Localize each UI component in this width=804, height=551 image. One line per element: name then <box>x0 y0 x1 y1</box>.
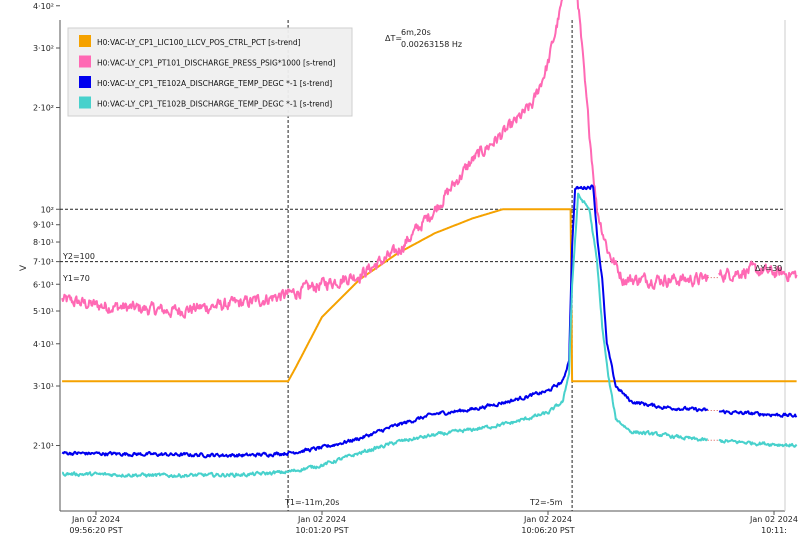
y-tick-label: 2·10² <box>33 104 54 113</box>
y-tick-label: 5·10¹ <box>33 307 54 316</box>
legend[interactable]: H0:VAC-LY_CP1_LIC100_LLCV_POS_CTRL_PCT [… <box>67 27 353 117</box>
y-tick-label: 3·10² <box>33 44 54 53</box>
y-tick-label: 4·10¹ <box>33 340 54 349</box>
series-line-1 <box>61 208 797 383</box>
y1-cursor-label: Y1=70 <box>62 274 90 283</box>
y-tick-label: 6·10¹ <box>33 280 54 289</box>
y-tick-label: 2·10¹ <box>33 442 54 451</box>
y-axis-label: V <box>19 264 29 271</box>
series-line-3 <box>61 184 798 459</box>
x-tick-time: 09:56:20 PST <box>69 526 122 535</box>
t1-cursor-label: T1=-11m,20s <box>284 498 339 507</box>
y-tick-label: 4·10² <box>33 2 54 11</box>
y-tick-label: 7·10¹ <box>33 258 54 267</box>
y2-cursor-label: Y2=100 <box>62 252 95 261</box>
t2-cursor-label: T2=-5m <box>529 498 563 507</box>
legend-box <box>67 27 353 117</box>
legend-label-2[interactable]: H0:VAC-LY_CP1_PT101_DISCHARGE_PRESS_PSIG… <box>97 59 336 68</box>
x-tick-time: 10:11: <box>761 526 787 535</box>
delta-t-value: 6m,20s <box>401 28 431 37</box>
y-tick-label: 3·10¹ <box>33 382 54 391</box>
legend-swatch-2[interactable] <box>79 55 91 68</box>
legend-swatch-1[interactable] <box>79 35 91 47</box>
legend-swatch-3[interactable] <box>79 76 91 88</box>
series-line-2 <box>61 0 798 319</box>
y-tick-label: 10² <box>41 205 54 214</box>
delta-t-prefix: ΔT= <box>385 34 402 43</box>
legend-label-1[interactable]: H0:VAC-LY_CP1_LIC100_LLCV_POS_CTRL_PCT [… <box>97 38 301 47</box>
legend-label-3[interactable]: H0:VAC-LY_CP1_TE102A_DISCHARGE_TEMP_DEGC… <box>97 79 332 88</box>
legend-swatch-4[interactable] <box>79 96 91 109</box>
delta-y-label: ΔY=30 <box>755 264 782 273</box>
x-tick-date: Jan 02 2024 <box>297 515 346 524</box>
x-tick-time: 10:01:20 PST <box>295 526 348 535</box>
series-line-4 <box>61 192 798 479</box>
x-tick-date: Jan 02 2024 <box>71 515 120 524</box>
x-tick-date: Jan 02 2024 <box>749 515 798 524</box>
series-lines <box>61 0 798 479</box>
x-tick-time: 10:06:20 PST <box>521 526 574 535</box>
x-tick-date: Jan 02 2024 <box>523 515 572 524</box>
legend-label-4[interactable]: H0:VAC-LY_CP1_TE102B_DISCHARGE_TEMP_DEGC… <box>97 100 332 109</box>
y-tick-label: 9·10¹ <box>33 221 54 230</box>
y-tick-label: 8·10¹ <box>33 238 54 247</box>
axes: 2·10¹ 3·10¹ 4·10¹ 5·10¹ 6·10¹ 7·10¹ 8·10¹ 9·10¹… <box>33 2 798 535</box>
delta-t-frequency: 0.00263158 Hz <box>401 40 462 49</box>
